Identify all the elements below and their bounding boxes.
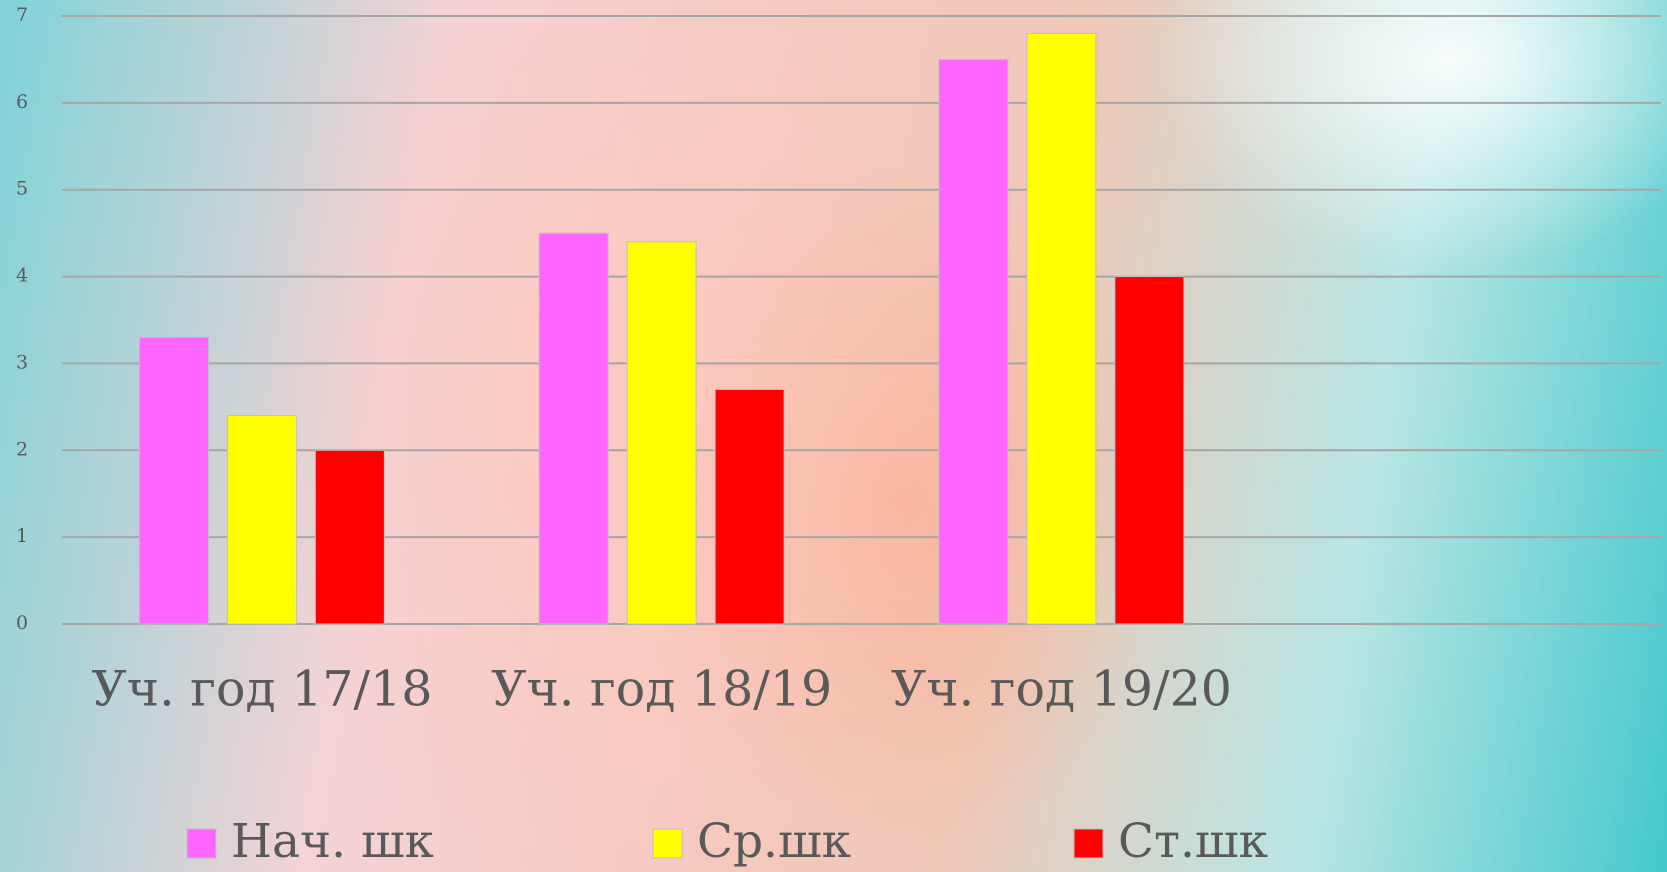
x-tick-label: Уч. год 18/19 bbox=[491, 661, 832, 718]
legend-swatch bbox=[187, 829, 216, 858]
y-tick-label: 0 bbox=[16, 612, 28, 634]
bar bbox=[1027, 33, 1096, 624]
legend-label: Нач. шк bbox=[231, 814, 434, 869]
bar bbox=[227, 416, 296, 624]
bar bbox=[1115, 277, 1184, 624]
y-tick-label: 2 bbox=[16, 438, 28, 460]
page: 0 1 2 3 4 5 6 7 Уч. год 17/18 Уч. год 18/19 Уч. го… bbox=[0, 0, 1667, 872]
legend-swatch bbox=[653, 829, 682, 858]
y-tick-label: 5 bbox=[16, 178, 28, 200]
x-tick-label: Уч. год 19/20 bbox=[891, 661, 1232, 718]
bar bbox=[715, 389, 784, 624]
y-tick-label: 3 bbox=[16, 351, 28, 373]
y-tick-label: 6 bbox=[16, 91, 28, 113]
bar bbox=[539, 233, 608, 624]
y-tick-label: 4 bbox=[16, 265, 28, 287]
legend-label: Ср.шк bbox=[697, 814, 851, 869]
legend-label: Ст.шк bbox=[1118, 814, 1268, 869]
legend-swatch bbox=[1074, 829, 1103, 858]
x-tick-label: Уч. год 17/18 bbox=[91, 661, 432, 718]
chart: 0 1 2 3 4 5 6 7 Уч. год 17/18 Уч. год 18/19 Уч. го… bbox=[0, 0, 1667, 872]
bar bbox=[315, 450, 384, 624]
bar bbox=[627, 242, 696, 624]
bar bbox=[139, 337, 208, 624]
bar bbox=[939, 59, 1008, 624]
y-tick-label: 1 bbox=[16, 525, 28, 547]
y-tick-label: 7 bbox=[16, 4, 28, 26]
